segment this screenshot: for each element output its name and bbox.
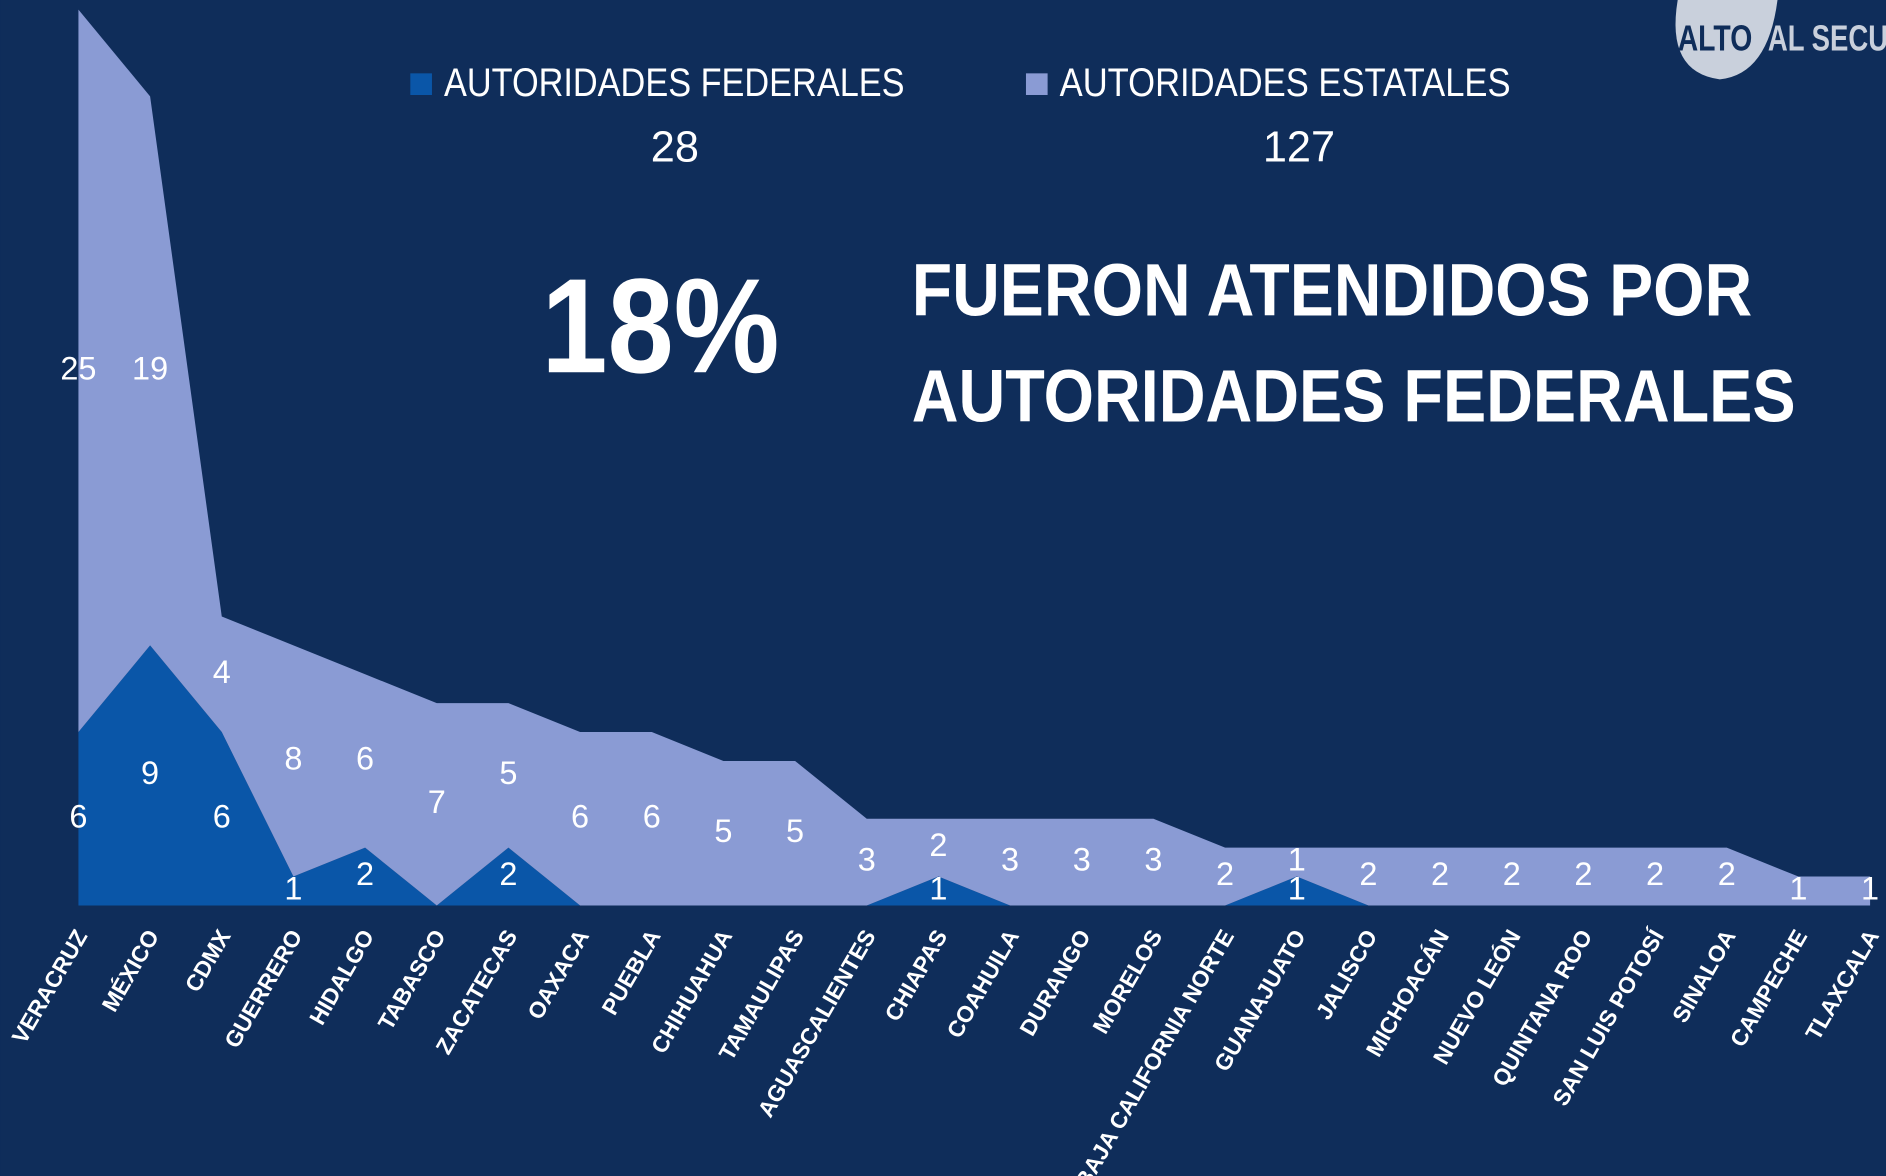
data-label: 1 <box>1288 871 1306 907</box>
data-label: 19 <box>132 350 168 386</box>
legend-swatch <box>1025 73 1048 95</box>
data-label: 1 <box>284 871 302 907</box>
data-label: 1 <box>1861 871 1879 907</box>
data-label: 8 <box>284 741 302 777</box>
data-label: 2 <box>1216 856 1234 892</box>
data-label: 6 <box>69 798 87 834</box>
data-label: 2 <box>499 856 517 892</box>
data-label: 1 <box>1789 871 1807 907</box>
data-label: 6 <box>643 798 661 834</box>
data-label: 1 <box>1288 842 1306 878</box>
logo-text: AL SECU <box>1768 17 1886 58</box>
data-label: 2 <box>1503 856 1521 892</box>
logo-badge <box>1675 0 1778 80</box>
data-label: 2 <box>1574 856 1592 892</box>
data-label: 2 <box>1646 856 1664 892</box>
data-label: 3 <box>858 842 876 878</box>
data-label: 4 <box>213 654 231 690</box>
data-label: 6 <box>356 741 374 777</box>
legend-total: 28 <box>651 124 699 172</box>
legend-label: AUTORIDADES FEDERALES <box>444 61 905 105</box>
data-label: 3 <box>1144 842 1162 878</box>
data-label: 5 <box>786 813 804 849</box>
legend-total: 127 <box>1263 124 1335 172</box>
data-label: 2 <box>1359 856 1377 892</box>
data-label: 9 <box>141 755 159 791</box>
data-label: 3 <box>1073 842 1091 878</box>
big-number: 18% <box>541 250 779 401</box>
data-label: 2 <box>1718 856 1736 892</box>
data-label: 5 <box>714 813 732 849</box>
area <box>78 645 1871 906</box>
legend-swatch <box>410 73 432 95</box>
annotation: FUERON ATENDIDOS POR <box>912 248 1753 331</box>
annotation: AUTORIDADES FEDERALES <box>912 354 1796 437</box>
data-label: 5 <box>499 755 517 791</box>
data-label: 25 <box>60 350 96 386</box>
data-label: 7 <box>428 784 446 820</box>
data-label: 2 <box>929 827 947 863</box>
data-label: 1 <box>929 871 947 907</box>
data-label: 2 <box>1431 856 1449 892</box>
data-label: 3 <box>1001 842 1019 878</box>
legend-label: AUTORIDADES ESTATALES <box>1060 61 1511 105</box>
data-label: 2 <box>356 856 374 892</box>
data-label: 6 <box>213 798 231 834</box>
logo-text: ALTO <box>1678 17 1753 58</box>
data-label: 6 <box>571 798 589 834</box>
